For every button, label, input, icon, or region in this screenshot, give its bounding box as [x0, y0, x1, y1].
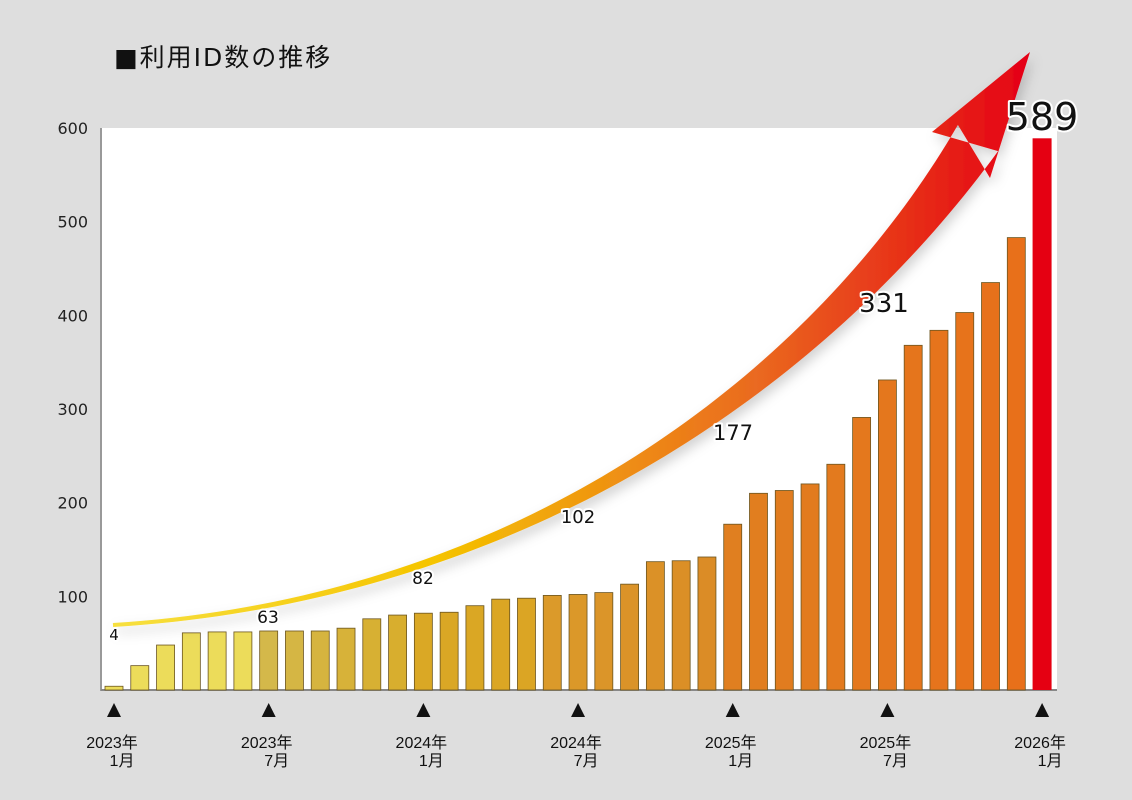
bar: [413, 612, 433, 691]
bar: [233, 631, 253, 691]
bar: [568, 594, 588, 691]
bar: [388, 614, 407, 691]
bar: [130, 665, 150, 691]
bar: [336, 627, 356, 691]
x-tick-month: 7月: [264, 753, 289, 770]
x-tick-year: 2023年: [241, 734, 293, 752]
bar: [439, 611, 459, 691]
bar: [156, 644, 175, 691]
x-tick-year: 2026年: [1014, 734, 1066, 752]
bar: [207, 631, 227, 691]
bar: [285, 630, 304, 691]
bar: [645, 561, 665, 691]
data-label: 589: [1006, 95, 1079, 139]
bar: [104, 685, 124, 691]
tick-marker-triangle-icon: [880, 703, 895, 717]
x-tick-month: 7月: [574, 753, 599, 770]
x-tick-month: 1月: [728, 753, 753, 770]
bar: [955, 312, 975, 691]
data-label: 177: [713, 421, 753, 445]
bar: [594, 592, 614, 691]
bar: [878, 379, 897, 691]
bar: [749, 492, 768, 691]
bar: [181, 632, 201, 691]
bar: [800, 483, 820, 691]
y-tick-label: 300: [57, 400, 88, 419]
bar: [620, 583, 639, 691]
y-tick-label: 200: [57, 494, 88, 513]
bar: [362, 618, 382, 691]
x-tick-year: 2024年: [396, 734, 448, 752]
tick-marker-triangle-icon: [571, 703, 586, 717]
data-label: 331: [859, 289, 909, 319]
data-label: 63: [257, 608, 279, 628]
x-tick-month: 1月: [1038, 753, 1063, 770]
tick-marker-triangle-icon: [416, 703, 431, 717]
bar: [1006, 237, 1026, 691]
data-label: 4: [109, 626, 119, 644]
bar: [517, 597, 536, 691]
bar: [723, 523, 743, 691]
bar: [259, 630, 279, 691]
bar: [903, 344, 923, 691]
bar: [310, 630, 330, 691]
x-tick-year: 2025年: [860, 734, 912, 752]
x-tick-year: 2025年: [705, 734, 757, 752]
x-tick-year: 2024年: [550, 734, 602, 752]
tick-marker-triangle-icon: [261, 703, 276, 717]
bar: [774, 490, 794, 691]
bar: [697, 556, 717, 691]
bar: [981, 282, 1000, 691]
chart-title: ■利用ID数の推移: [114, 43, 333, 72]
y-tick-label: 600: [57, 119, 88, 138]
y-tick-label: 100: [57, 587, 88, 606]
bar: [929, 329, 949, 691]
bar: [1032, 138, 1052, 690]
bar: [465, 605, 485, 691]
bar: [671, 560, 691, 691]
data-label: 82: [412, 569, 434, 589]
x-tick-month: 1月: [110, 753, 135, 770]
bar: [852, 417, 872, 691]
x-tick-month: 7月: [883, 753, 908, 770]
x-tick-month: 1月: [419, 753, 444, 770]
data-label: 102: [561, 507, 595, 528]
tick-marker-triangle-icon: [107, 703, 121, 717]
x-tick-year: 2023年: [86, 734, 138, 752]
y-tick-label: 400: [57, 306, 88, 325]
bar: [542, 594, 562, 691]
bar: [826, 463, 846, 691]
tick-marker-triangle-icon: [725, 703, 740, 717]
bar: [491, 598, 511, 691]
tick-marker-triangle-icon: [1035, 703, 1050, 717]
y-tick-label: 500: [57, 213, 88, 232]
